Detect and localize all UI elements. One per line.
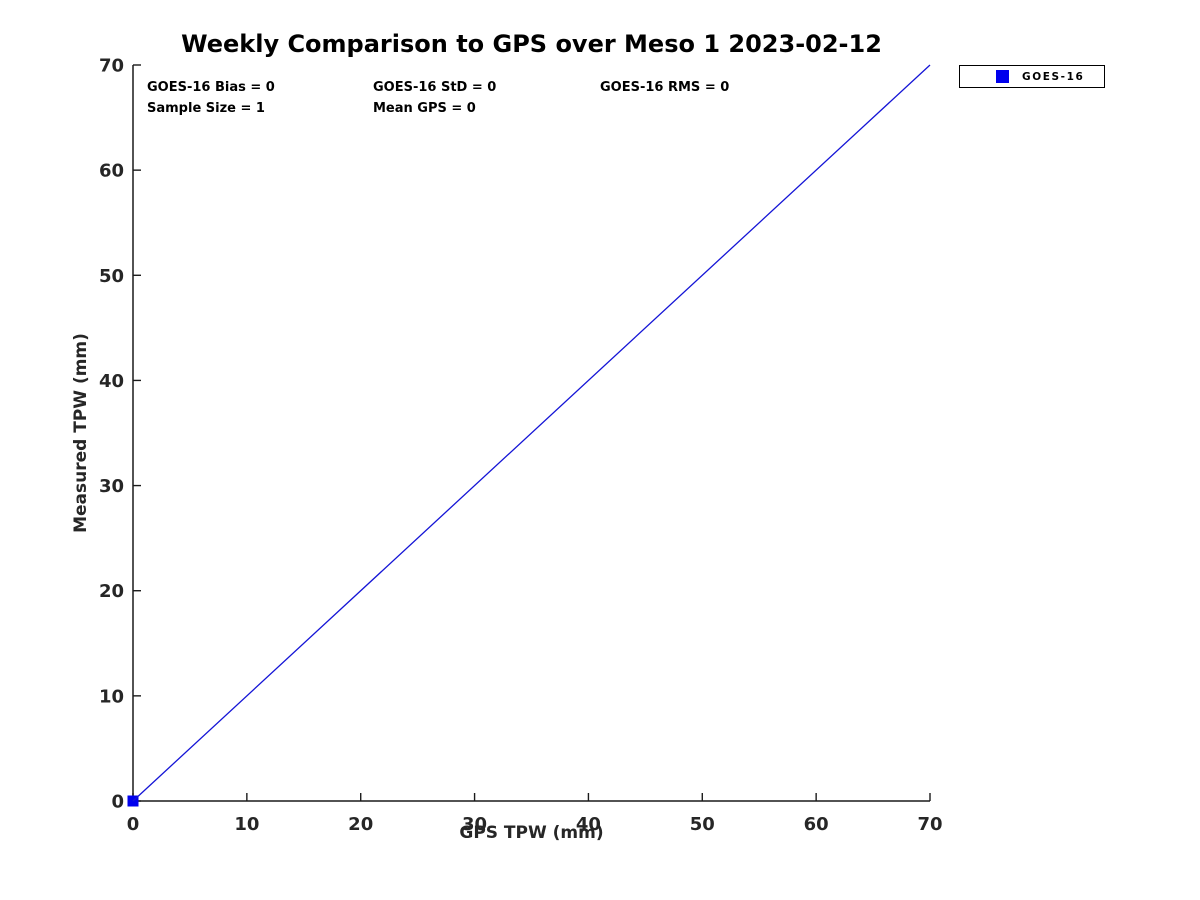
x-tick-label: 10 — [234, 814, 259, 835]
x-tick-label: 70 — [917, 814, 942, 835]
y-tick-label: 0 — [111, 792, 124, 813]
x-tick-label: 60 — [804, 814, 829, 835]
y-tick-label: 20 — [99, 581, 124, 602]
x-axis-label: GPS TPW (mm) — [459, 823, 604, 843]
x-tick-label: 50 — [690, 814, 715, 835]
y-tick-label: 10 — [99, 686, 124, 707]
y-tick-label: 40 — [99, 371, 124, 392]
stat-mean-gps: Mean GPS = 0 — [373, 101, 476, 116]
stat-goes16-std: GOES-16 StD = 0 — [373, 80, 497, 95]
x-tick-label: 40 — [576, 814, 601, 835]
y-tick-label: 60 — [99, 161, 124, 182]
y-axis-label: Measured TPW (mm) — [71, 333, 91, 533]
y-tick-label: 30 — [99, 476, 124, 497]
y-tick-label: 50 — [99, 266, 124, 287]
legend-box: GOES-16 — [959, 65, 1105, 88]
stat-sample-size: Sample Size = 1 — [147, 101, 265, 116]
x-tick-label: 20 — [348, 814, 373, 835]
legend-item-label: GOES-16 — [1022, 70, 1085, 83]
y-tick-label: 70 — [99, 56, 124, 77]
x-tick-label: 30 — [462, 814, 487, 835]
chart-title: Weekly Comparison to GPS over Meso 1 202… — [181, 30, 882, 58]
stat-goes16-rms: GOES-16 RMS = 0 — [600, 80, 730, 95]
x-tick-label: 0 — [127, 814, 140, 835]
stat-goes16-bias: GOES-16 Bias = 0 — [147, 80, 275, 95]
reference-line — [132, 64, 931, 802]
legend-marker-square-icon — [996, 70, 1009, 83]
